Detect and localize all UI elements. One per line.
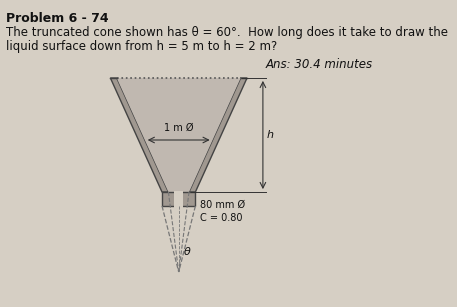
Text: The truncated cone shown has θ = 60°.  How long does it take to draw the: The truncated cone shown has θ = 60°. Ho…	[6, 26, 448, 39]
Text: liquid surface down from h = 5 m to h = 2 m?: liquid surface down from h = 5 m to h = …	[6, 40, 277, 53]
Bar	[174, 191, 183, 208]
Text: θ: θ	[183, 247, 190, 257]
Polygon shape	[111, 78, 168, 192]
Text: 80 mm Ø: 80 mm Ø	[200, 200, 245, 210]
Text: C = 0.80: C = 0.80	[200, 213, 243, 223]
Polygon shape	[189, 78, 247, 192]
Text: 1 m Ø: 1 m Ø	[164, 123, 193, 133]
Bar	[162, 192, 196, 206]
Text: Ans: 30.4 minutes: Ans: 30.4 minutes	[266, 58, 373, 71]
Polygon shape	[117, 78, 241, 192]
Text: h: h	[267, 130, 274, 140]
Text: Problem 6 - 74: Problem 6 - 74	[6, 12, 109, 25]
